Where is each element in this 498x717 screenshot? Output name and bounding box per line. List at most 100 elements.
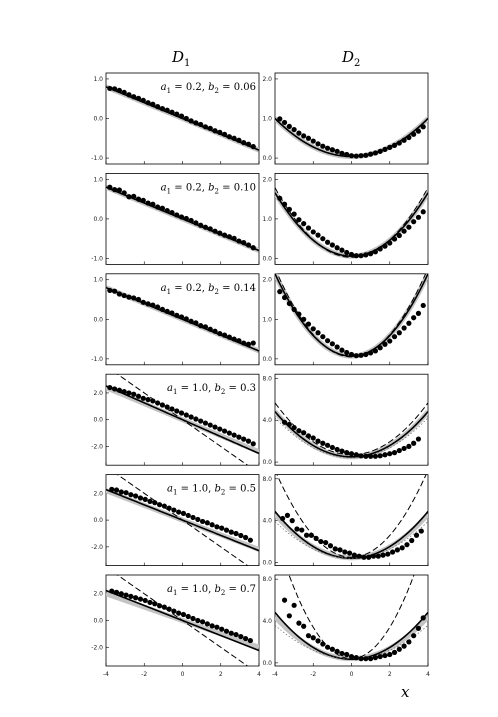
panel-6-d2: 8.0 4.0 0.0-4 -2 0 2 4 [262,574,430,678]
data-point [238,532,244,539]
data-point [183,115,189,122]
data-point [112,288,118,294]
data-point [382,243,388,249]
data-point [223,527,230,533]
data-point [198,222,204,228]
data-point [377,453,383,459]
data-point [243,534,249,541]
data-point [411,315,417,321]
y-tick-label: 0.0 [262,155,272,162]
data-point [135,196,142,202]
y-tick-label: -1.0 [91,255,103,262]
data-point [180,611,187,618]
data-point [404,542,410,548]
data-point [415,128,422,134]
data-point [358,253,364,259]
data-point [159,402,166,408]
data-point [320,334,326,340]
data-point [109,486,115,492]
data-point [241,140,247,146]
data-point [281,119,288,126]
data-point [133,595,139,601]
data-point [193,416,199,422]
data-point [193,220,199,226]
data-point [131,295,137,301]
data-point [382,652,388,659]
data-point [382,452,388,458]
data-point [277,195,283,201]
data-point [112,187,118,193]
data-point [135,296,142,303]
data-point [193,120,199,126]
data-point [107,287,113,294]
data-point [391,142,398,148]
plot-area [275,273,428,359]
x-tick-label: 0 [350,671,354,678]
data-point [390,549,396,555]
data-point [382,341,388,347]
plot-area [106,374,259,466]
data-point [116,87,122,94]
data-point [337,547,343,553]
y-tick-label: 0.0 [93,517,103,524]
data-point [150,398,156,404]
data-point [320,143,326,149]
data-point [113,589,120,596]
data-point [324,338,331,344]
data-point [305,135,312,141]
y-tick-label: 4.0 [262,417,272,424]
plot-area [275,474,428,561]
data-point [411,131,417,137]
data-point [375,553,381,559]
y-tick-label: -1.0 [91,155,103,162]
data-point [174,111,180,117]
plot-area [106,84,259,153]
data-point [358,352,364,358]
y-tick-label: 4.0 [262,618,272,625]
y-tick-label: 2.0 [93,591,103,598]
data-point [301,133,307,139]
data-point [401,228,407,234]
data-point [247,637,253,644]
series-line-dotted [275,521,428,559]
data-point [236,238,242,244]
panel-annotation: a1 = 0.2, b2 = 0.14 [161,283,256,296]
data-point [296,620,302,626]
data-point [183,215,189,222]
data-point [396,330,402,336]
series-line-dashed [116,374,249,466]
data-point [207,422,213,428]
data-point [382,146,388,152]
y-tick-label: 1.0 [93,176,103,183]
data-point [366,554,372,560]
data-point [342,549,348,555]
data-point [305,633,312,639]
data-point [171,608,177,614]
series-line-solid [275,510,428,560]
data-point [415,214,422,220]
data-point [286,123,292,130]
plot-area [106,474,259,566]
data-point [185,512,191,519]
data-point [135,393,142,399]
data-point [126,294,132,300]
data-point [164,207,170,214]
data-point [164,308,170,314]
data-point [166,505,172,511]
series-line-dashed [275,187,428,258]
data-point [236,137,242,143]
data-point [198,121,204,128]
data-point [344,151,350,158]
data-point [406,443,412,449]
data-point [372,249,379,255]
data-point [140,299,146,305]
data-point [214,524,220,530]
data-point [204,621,210,627]
data-point [320,440,326,446]
data-point [135,95,142,101]
y-tick-label: -1.0 [91,356,103,363]
data-point [415,436,422,442]
data-point [391,334,398,340]
data-point [344,349,350,356]
data-point [327,543,334,549]
